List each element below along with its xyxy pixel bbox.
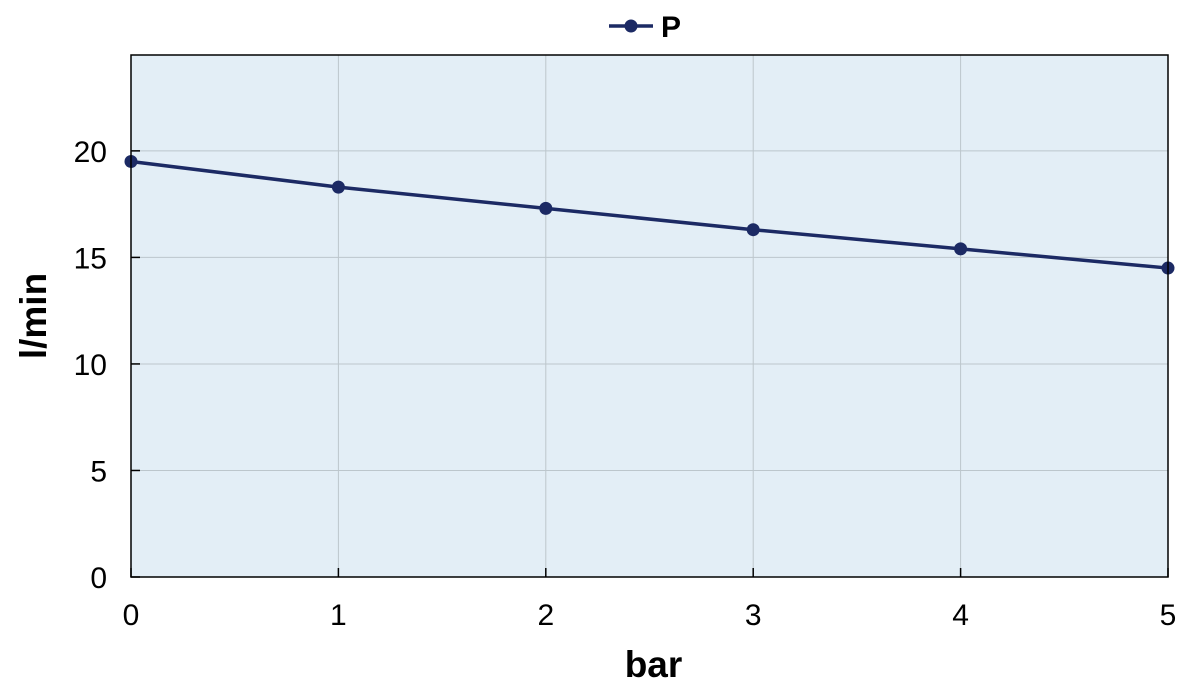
data-point: [539, 201, 553, 215]
x-tick-label: 3: [745, 599, 762, 632]
tick-labels: 0 1 2 3 4 5 0 5 10 15 20: [74, 136, 1177, 632]
data-point: [746, 223, 760, 237]
data-point: [331, 180, 345, 194]
y-tick-label: 20: [74, 136, 107, 169]
y-axis-title: l/min: [13, 273, 54, 359]
plot-area: [131, 55, 1168, 577]
y-tick-label: 15: [74, 242, 107, 275]
legend: P: [609, 11, 681, 44]
data-point: [954, 242, 968, 256]
legend-marker-p: [624, 19, 638, 33]
x-tick-label: 1: [330, 599, 347, 632]
series-line-p: [130, 159, 1169, 270]
x-axis-title: bar: [625, 644, 683, 685]
y-tick-label: 0: [90, 562, 107, 595]
plot-frame: [130, 54, 1169, 578]
series-layer: [124, 155, 1175, 275]
x-tick-label: 4: [952, 599, 969, 632]
x-tick-label: 5: [1160, 599, 1177, 632]
legend-label-p: P: [661, 11, 681, 44]
y-tick-label: 10: [74, 349, 107, 382]
x-tick-label: 0: [123, 599, 140, 632]
y-tick-label: 5: [90, 455, 107, 488]
x-tick-label: 2: [537, 599, 554, 632]
